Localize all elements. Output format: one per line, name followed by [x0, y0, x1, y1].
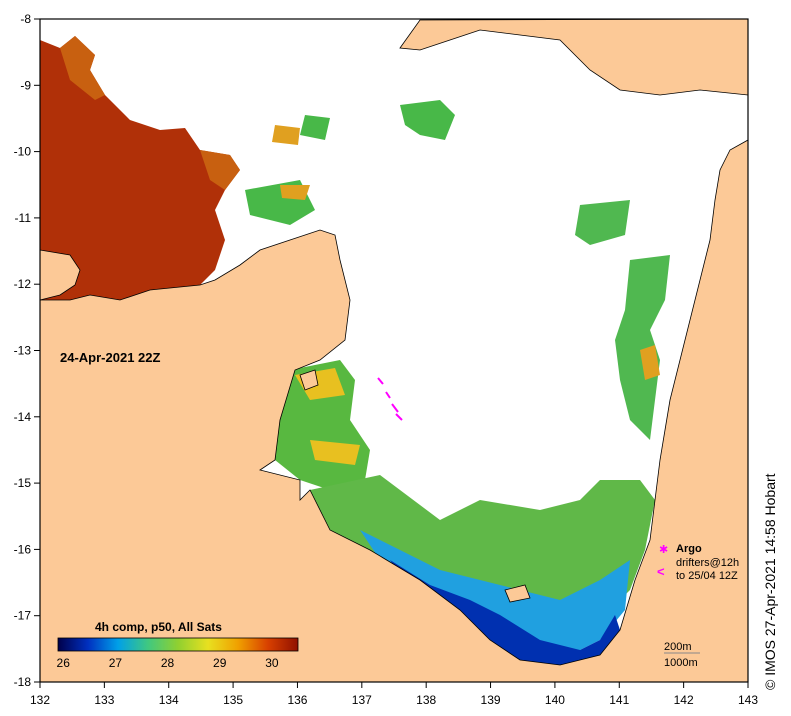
land-groote [299, 369, 319, 391]
lat-tick-label: -13 [14, 344, 32, 358]
lon-tick-label: 136 [287, 693, 307, 707]
lon-tick-label: 135 [223, 693, 243, 707]
drifters-sub: to 25/04 12Z [676, 570, 738, 582]
sst-patch-arafura [40, 36, 240, 300]
sst-patch-east-warm [640, 345, 660, 380]
lon-tick-label: 132 [30, 693, 50, 707]
colorbar-tick-label: 29 [213, 656, 227, 670]
lon-tick-label: 134 [159, 693, 179, 707]
lon-tick-label: 138 [416, 693, 436, 707]
longitude-axis: 132 133 134 135 136 137 138 139 140 141 142 143 [30, 682, 758, 707]
sst-patch-north-warm [272, 125, 310, 200]
colorbar-tick-label: 27 [109, 656, 123, 670]
colorbar-tick-label: 28 [161, 656, 175, 670]
land-png [399, 19, 748, 96]
latitude-axis: -8 -9 -10 -11 -12 -13 -14 -15 -16 -17 -18 [14, 12, 40, 689]
argo-drifter-track [377, 377, 403, 421]
colorbar-title: 4h comp, p50, All Sats [95, 620, 222, 634]
colorbar-labels: 26 27 28 29 30 [57, 656, 279, 670]
lat-tick-label: -18 [14, 675, 32, 689]
argo-label: Argo [676, 543, 702, 555]
land-nt [40, 139, 748, 682]
lon-tick-label: 143 [738, 693, 758, 707]
lon-tick-label: 141 [609, 693, 629, 707]
colorbar [57, 637, 299, 652]
lon-tick-label: 139 [481, 693, 501, 707]
land-tiwi [40, 249, 81, 301]
land-mornington [504, 584, 531, 603]
lat-tick-label: -17 [14, 609, 32, 623]
lon-tick-label: 140 [545, 693, 565, 707]
colorbar-tick-label: 30 [265, 656, 279, 670]
colorbar-tick-label: 26 [57, 656, 71, 670]
lat-tick-label: -16 [14, 542, 32, 556]
sst-patch-east [575, 200, 670, 440]
lon-tick-label: 142 [674, 693, 694, 707]
lat-tick-label: -12 [14, 277, 32, 291]
lat-tick-label: -10 [14, 145, 32, 159]
sst-patch-south-cool [360, 530, 630, 660]
lat-tick-label: -14 [14, 410, 32, 424]
credit-text: © IMOS 27-Apr-2021 14:58 Hobart [762, 473, 778, 690]
lon-tick-label: 133 [94, 693, 114, 707]
lat-tick-label: -9 [20, 78, 31, 92]
lat-tick-label: -8 [20, 12, 31, 26]
drifters-label: drifters@12h [676, 557, 739, 569]
date-label: 24-Apr-2021 22Z [60, 350, 160, 365]
sst-patch-arafura-edge [60, 36, 240, 190]
contour-200m-label: 200m [664, 641, 692, 653]
sst-patch-south-cold [390, 560, 620, 665]
drifter-arrow-icon: < [657, 564, 665, 579]
sst-patch-west-warm [295, 368, 360, 465]
lat-tick-label: -15 [14, 476, 32, 490]
argo-marker-icon: ✱ [659, 544, 668, 556]
lon-tick-label: 137 [352, 693, 372, 707]
contour-1000m-label: 1000m [664, 657, 698, 669]
lat-tick-label: -11 [15, 211, 32, 225]
